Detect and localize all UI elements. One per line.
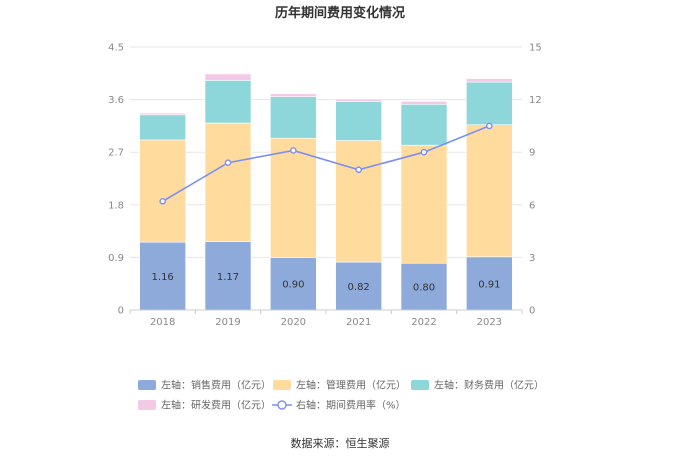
right-tick-label: 6: [529, 200, 535, 211]
x-tick-label: 2019: [215, 317, 240, 328]
bar-segment: [466, 256, 513, 311]
rate-point: [224, 159, 232, 167]
right-tick-label: 0: [529, 306, 535, 317]
bar-value-label: 0.90: [282, 280, 304, 291]
rate-point: [486, 122, 493, 130]
left-tick-label: 4.5: [108, 43, 124, 54]
bar-segment: [466, 81, 513, 126]
x-tick-label: 2022: [411, 317, 436, 328]
legend-item[interactable]: 左轴：研发费用（亿元）: [138, 399, 271, 412]
rate-line: [162, 125, 490, 202]
bar-segment: [139, 114, 186, 141]
chart-title: 历年期间费用变化情况: [275, 5, 405, 21]
bar-segment: [466, 78, 513, 83]
legend-swatch: [138, 400, 156, 410]
left-tick-label: 3.6: [108, 95, 124, 106]
right-tick-label: 3: [529, 253, 535, 264]
bar-segment: [139, 241, 186, 311]
bar-segment: [335, 101, 382, 141]
bar-segment: [400, 144, 448, 264]
line-series: [159, 122, 493, 205]
right-tick-label: 15: [529, 43, 542, 54]
legend-label: 左轴：财务费用（亿元）: [434, 379, 544, 392]
left-tick-label: 0: [118, 306, 124, 317]
bar-segment: [139, 112, 186, 116]
rate-point: [290, 147, 297, 154]
bar-segment: [204, 80, 252, 124]
legend-label: 左轴：管理费用（亿元）: [296, 379, 406, 392]
legend: 左轴：销售费用（亿元） 左轴：管理费用（亿元） 左轴：财务费用（亿元） 左轴：研发费用…: [138, 379, 544, 412]
left-axis-ticks: 0 0.9 1.8 2.7 3.6 4.5: [108, 43, 124, 317]
bar-value-label: 1.17: [217, 272, 239, 283]
bar-segment: [270, 137, 317, 258]
legend-swatch: [138, 380, 156, 390]
left-tick-label: 2.7: [108, 148, 124, 159]
rate-point: [355, 166, 362, 174]
legend-item[interactable]: 右轴：期间费用率（%）: [272, 399, 406, 412]
legend-item[interactable]: 左轴：财务费用（亿元）: [411, 379, 544, 392]
x-axis-ticks: 2018 2019 2020 2021 2022 2023: [129, 310, 523, 328]
bar-segment: [139, 139, 186, 243]
bar-segment: [204, 73, 252, 81]
bar-segment: [270, 93, 317, 97]
x-tick-label: 2018: [150, 317, 175, 328]
x-tick-label: 2023: [477, 317, 502, 328]
legend-item[interactable]: 左轴：管理费用（亿元）: [273, 379, 406, 392]
legend-label: 左轴：研发费用（亿元）: [161, 399, 271, 412]
left-tick-label: 1.8: [108, 200, 124, 211]
bar-segment: [204, 122, 252, 242]
legend-marker: [277, 400, 287, 410]
bar-series: [139, 73, 513, 311]
bar-segment: [335, 140, 382, 263]
bar-segment: [400, 101, 448, 105]
bar-value-label: 0.91: [478, 279, 500, 290]
right-axis-ticks: 0 3 6 9 12 15: [529, 43, 542, 317]
rate-point: [159, 197, 166, 205]
left-tick-label: 0.9: [108, 253, 124, 264]
gridlines: [130, 46, 522, 258]
right-tick-label: 12: [529, 95, 542, 106]
bar-segment: [335, 98, 382, 102]
rate-point: [420, 148, 428, 156]
legend-label: 右轴：期间费用率（%）: [296, 399, 406, 412]
x-tick-label: 2021: [346, 317, 371, 328]
legend-swatch: [273, 380, 291, 390]
bar-value-label: 0.82: [348, 282, 370, 293]
bar-segment: [270, 96, 317, 139]
data-source: 数据来源：恒生聚源: [291, 436, 390, 450]
bar-value-label: 1.16: [152, 272, 174, 283]
legend-label: 左轴：销售费用（亿元）: [161, 379, 271, 392]
x-tick-label: 2020: [281, 317, 306, 328]
bar-value-label: 0.80: [413, 283, 435, 294]
legend-item[interactable]: 左轴：销售费用（亿元）: [138, 379, 271, 392]
bar-segment: [400, 103, 448, 146]
bar-data-labels: 1.16 1.17 0.90 0.82 0.80 0.91: [152, 272, 501, 294]
right-tick-label: 9: [529, 148, 535, 159]
bar-segment: [466, 124, 513, 258]
legend-swatch: [411, 380, 429, 390]
